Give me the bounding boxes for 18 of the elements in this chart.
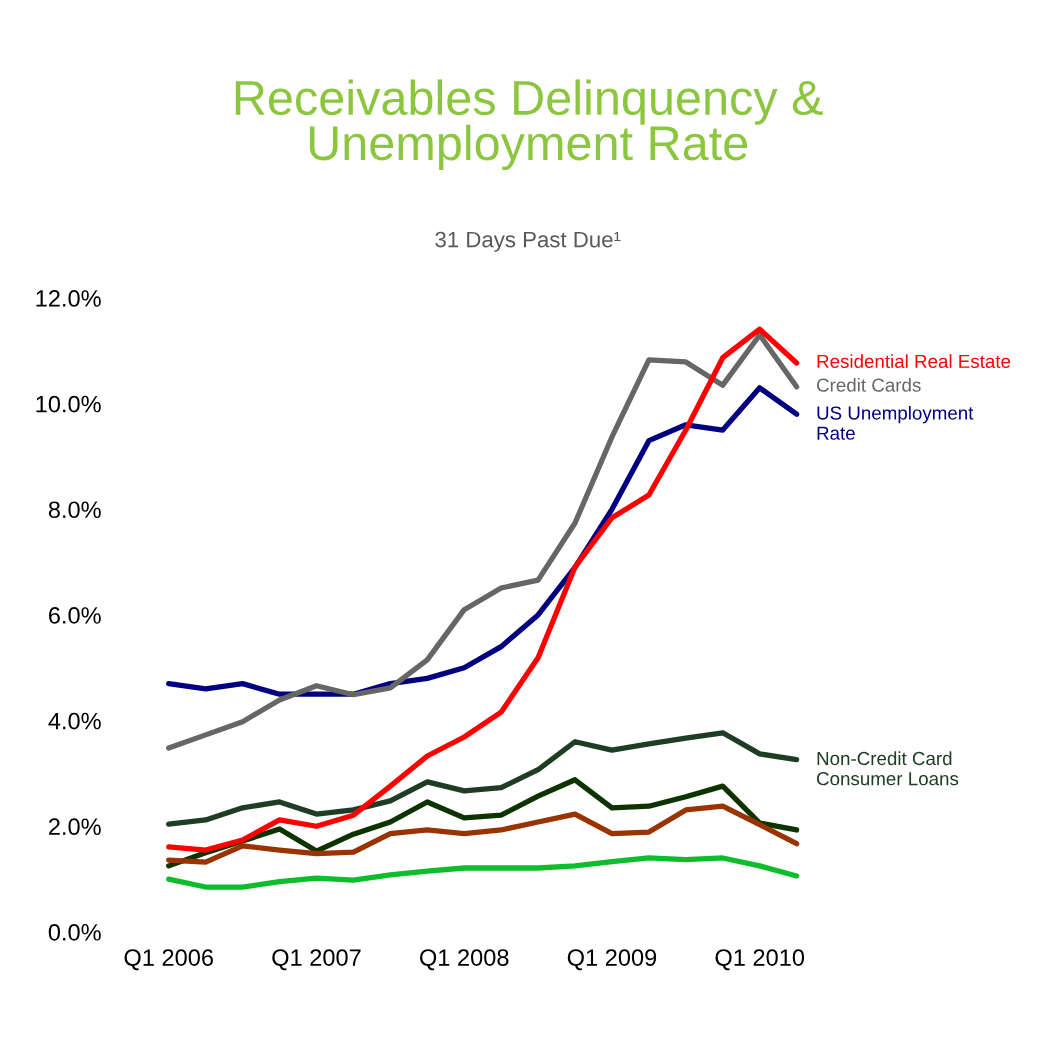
y-tick-label: 6.0% — [49, 607, 101, 624]
series-label: Credit Cards — [817, 378, 921, 392]
series-label: US Unemployment Rate — [817, 405, 974, 440]
y-tick-label: 0.0% — [48, 923, 101, 941]
x-tick-label: Q1 2006 — [124, 949, 213, 971]
chart-subtitle: 31 Days Past Due¹ — [435, 231, 621, 252]
y-tick-label: 12.0% — [36, 290, 101, 307]
chart-title: Receivables Delinquency & Unemployment Rate — [235, 79, 823, 171]
y-tick-label: 4.0% — [48, 712, 101, 730]
y-tick-label: 8.0% — [48, 501, 101, 519]
y-tick-label: 2.0% — [49, 818, 101, 836]
series-label: Residential Real Estate — [817, 354, 1011, 369]
series-label: Non-Credit Card Consumer Loans — [817, 751, 959, 786]
x-tick-label: Q1 2010 — [715, 949, 805, 971]
y-tick-label: 10.0% — [36, 395, 101, 413]
x-tick-label: Q1 2009 — [567, 949, 657, 971]
x-tick-label: Q1 2007 — [272, 949, 361, 971]
x-tick-label: Q1 2008 — [420, 949, 509, 971]
